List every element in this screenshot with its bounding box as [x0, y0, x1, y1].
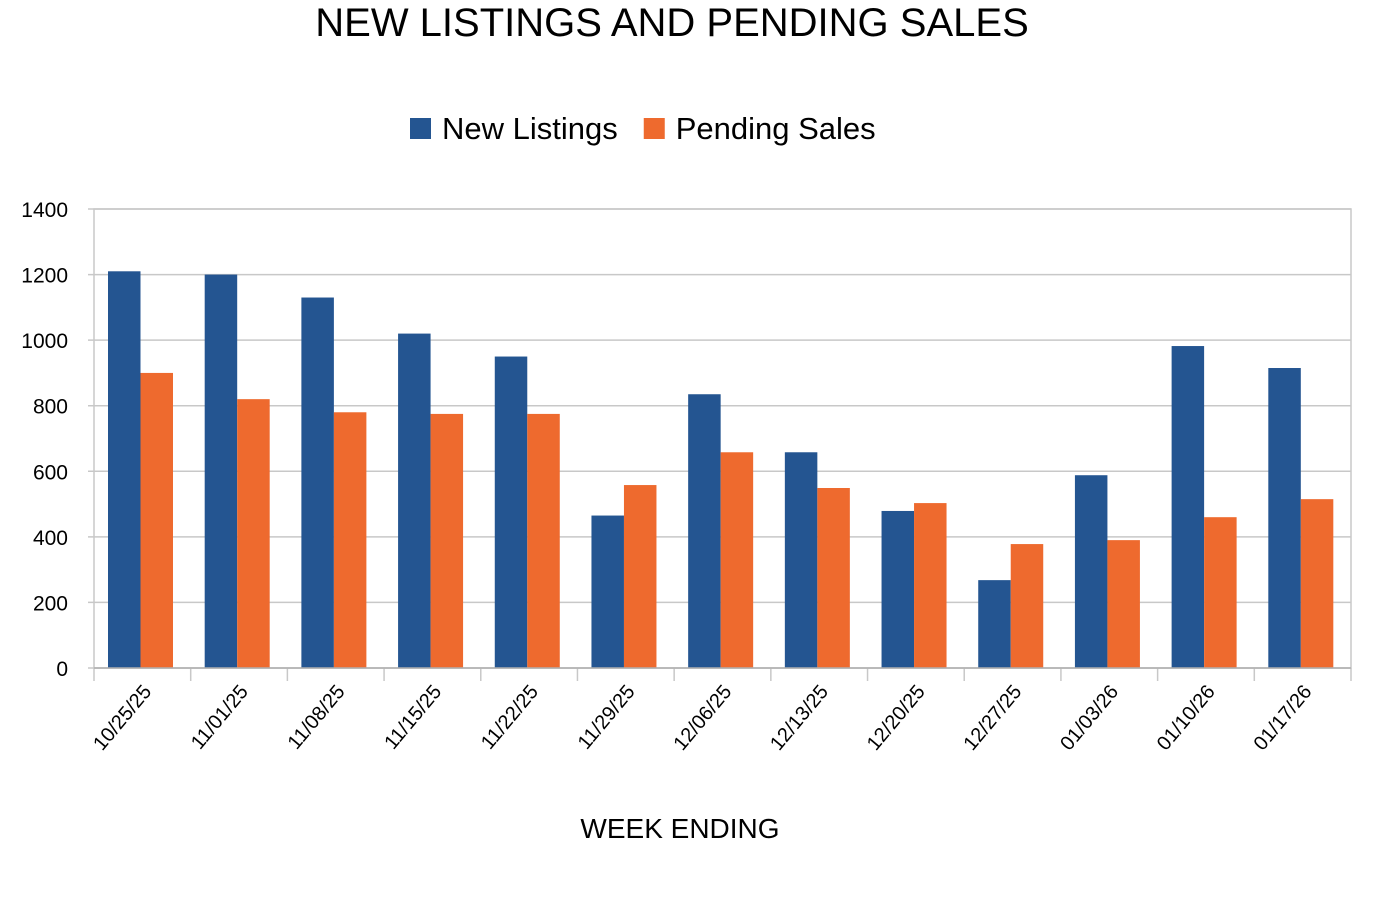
x-tick-label: 12/13/25	[766, 681, 833, 755]
y-tick-label: 600	[33, 461, 68, 484]
y-tick-label: 800	[33, 396, 68, 419]
bar-pending-sales	[1300, 499, 1334, 668]
legend-swatch	[643, 118, 665, 139]
bar-pending-sales	[430, 413, 464, 668]
legend-swatch	[410, 118, 431, 139]
x-tick-label: 12/06/25	[669, 681, 736, 755]
x-tick-label: 01/03/26	[1056, 681, 1123, 755]
bar-new-listings	[1074, 475, 1108, 668]
bar-new-listings	[108, 271, 141, 668]
bar-new-listings	[591, 515, 624, 668]
bar-pending-sales	[623, 485, 657, 668]
x-tick-label: 12/27/25	[960, 681, 1027, 755]
bar-new-listings	[204, 274, 238, 668]
y-tick-label: 200	[33, 592, 68, 615]
legend-label: Pending Sales	[676, 111, 876, 146]
y-tick-label: 400	[33, 527, 68, 550]
y-tick-label: 1200	[21, 265, 68, 288]
y-tick-label: 1400	[21, 199, 68, 222]
bar-pending-sales	[1107, 540, 1140, 668]
bar-pending-sales	[817, 488, 850, 668]
bar-pending-sales	[140, 372, 173, 668]
x-tick-label: 11/08/25	[284, 681, 350, 754]
chart-title: NEW LISTINGS AND PENDING SALES	[315, 1, 1029, 45]
bar-new-listings	[784, 452, 818, 668]
x-tick-label: 01/17/26	[1250, 681, 1317, 755]
y-tick-label: 0	[56, 658, 68, 681]
bar-pending-sales	[333, 412, 367, 668]
bar-pending-sales	[237, 399, 270, 668]
legend: New Listings Pending Sales	[410, 111, 876, 146]
bar-new-listings	[494, 356, 528, 668]
bar-pending-sales	[1204, 517, 1237, 668]
bar-pending-sales	[720, 452, 754, 668]
x-tick-label: 10/25/25	[89, 681, 156, 755]
bar-new-listings	[1171, 346, 1205, 668]
x-tick-label: 11/01/25	[187, 681, 253, 754]
x-tick-label: 11/22/25	[477, 681, 543, 754]
bar-new-listings	[881, 510, 915, 668]
bar-pending-sales	[914, 503, 947, 668]
x-tick-label: 11/15/25	[380, 681, 446, 754]
y-tick-label: 1000	[21, 330, 68, 353]
x-tick-label: 12/20/25	[863, 681, 930, 755]
bar-pending-sales	[1010, 544, 1044, 668]
bar-new-listings	[688, 394, 721, 668]
bars	[108, 271, 1334, 668]
bar-new-listings	[1268, 368, 1301, 668]
bar-pending-sales	[527, 413, 560, 668]
x-axis-label: WEEK ENDING	[580, 813, 779, 844]
x-tick-label: 01/10/26	[1153, 681, 1220, 755]
bar-new-listings	[398, 333, 431, 668]
legend-label: New Listings	[442, 111, 618, 146]
x-tick-label: 11/29/25	[574, 681, 640, 754]
bar-new-listings	[301, 297, 334, 668]
bar-new-listings	[978, 580, 1011, 668]
